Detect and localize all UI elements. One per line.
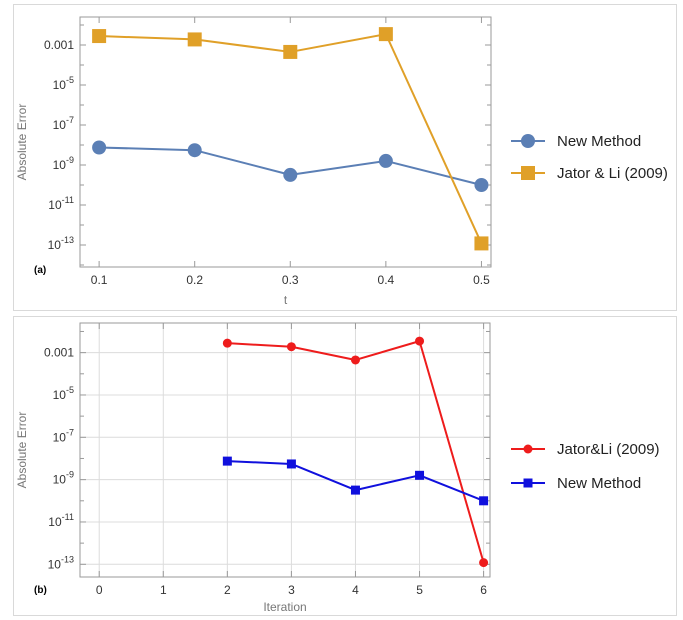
y-tick-exponent: -9: [66, 155, 74, 165]
y-tick-exponent: -7: [66, 115, 74, 125]
series-1-point: [283, 44, 298, 59]
y-tick-exponent: -5: [66, 75, 74, 85]
series-0-point: [350, 355, 360, 365]
y-tick-base: 10: [48, 557, 62, 571]
series-0-point: [474, 178, 489, 192]
plot-frame: [79, 16, 492, 268]
legend-marker: [521, 166, 535, 180]
y-tick-base: 10: [53, 473, 67, 487]
legend-entry: New Method: [557, 133, 641, 150]
x-tick-label: 2: [224, 583, 231, 597]
y-axis-label: Absolute Error: [15, 104, 29, 181]
y-tick-base: 10: [53, 158, 67, 172]
series-1-point: [415, 470, 425, 480]
y-tick-exponent: -11: [62, 195, 74, 205]
legend-marker: [521, 134, 535, 148]
y-tick-label: 10-9: [53, 470, 74, 487]
y-tick-label: 10-13: [48, 554, 74, 571]
y-tick-base: 10: [48, 198, 62, 212]
y-tick-label: 0.001: [44, 346, 74, 360]
panel-label: (b): [34, 585, 47, 596]
x-tick-label: 3: [288, 583, 295, 597]
x-axis-label: t: [284, 293, 288, 307]
series-1-point: [350, 485, 360, 495]
x-tick-label: 0.1: [91, 273, 108, 287]
y-tick-label: 10-5: [53, 385, 74, 402]
series-0-point: [286, 342, 296, 352]
chart-panel-a: 0.001 10-5 10-7 10-9 10-11 10-13 0.1 0.2 0.3 0.4 0…: [13, 4, 677, 311]
x-tick-label: 0: [96, 583, 103, 597]
y-tick-label: 10-13: [48, 235, 74, 252]
y-tick-exponent: -13: [61, 554, 74, 564]
y-tick-exponent: -9: [66, 470, 74, 480]
y-tick-label: 10-7: [53, 115, 74, 132]
series-0-point: [378, 153, 393, 168]
series-1-point: [92, 29, 107, 44]
x-axis-label: Iteration: [263, 600, 306, 614]
series-0-point: [222, 338, 232, 348]
series-0-point: [415, 336, 425, 346]
x-tick-label: 4: [352, 583, 359, 597]
panel-label: (a): [34, 265, 46, 276]
y-tick-base: 10: [53, 78, 67, 92]
y-tick-exponent: -5: [66, 385, 74, 395]
x-tick-label: 0.3: [282, 273, 299, 287]
y-tick-label: 10-9: [53, 155, 74, 172]
y-tick-base: 10: [48, 515, 62, 529]
series-0-point: [479, 558, 489, 568]
y-tick-base: 10: [53, 388, 67, 402]
chart-panel-b: 0.001 10-5 10-7 10-9 10-11 10-13 0 1 2 3 4 5 6 Iterat…: [13, 316, 677, 616]
y-tick-base: 10: [53, 430, 67, 444]
series-1-point: [187, 32, 202, 47]
y-tick-label: 10-5: [53, 75, 74, 92]
y-tick-exponent: -11: [62, 512, 74, 522]
legend-entry: Jator & Li (2009): [557, 165, 668, 182]
x-tick-label: 5: [416, 583, 423, 597]
series-1-point: [378, 27, 393, 42]
y-tick-base: 10: [48, 238, 62, 252]
legend-entry: New Method: [557, 475, 641, 492]
y-tick-base: 10: [53, 118, 67, 132]
y-tick-label: 0.001: [44, 38, 74, 52]
series-line-1: [99, 33, 483, 244]
series-0-point: [283, 167, 298, 182]
y-tick-label: 10-11: [48, 512, 74, 529]
x-tick-label: 1: [160, 583, 167, 597]
legend-entry: Jator&Li (2009): [557, 441, 660, 458]
y-axis-label: Absolute Error: [15, 412, 29, 489]
y-tick-label: 10-7: [53, 427, 74, 444]
plot-frame: [79, 322, 491, 578]
series-0-point: [187, 143, 202, 158]
series-1-point: [286, 459, 296, 469]
legend-marker: [523, 444, 533, 454]
y-tick-exponent: -13: [61, 235, 74, 245]
series-1-point: [474, 236, 489, 251]
x-tick-label: 0.4: [378, 273, 395, 287]
y-tick-exponent: -7: [66, 427, 74, 437]
y-tick-label: 10-11: [48, 195, 74, 212]
x-tick-label: 6: [480, 583, 487, 597]
series-0-point: [92, 140, 107, 155]
legend-marker: [523, 478, 533, 488]
x-tick-label: 0.5: [473, 273, 490, 287]
series-1-point: [222, 456, 232, 466]
x-tick-label: 0.2: [186, 273, 203, 287]
series-1-point: [479, 496, 489, 506]
